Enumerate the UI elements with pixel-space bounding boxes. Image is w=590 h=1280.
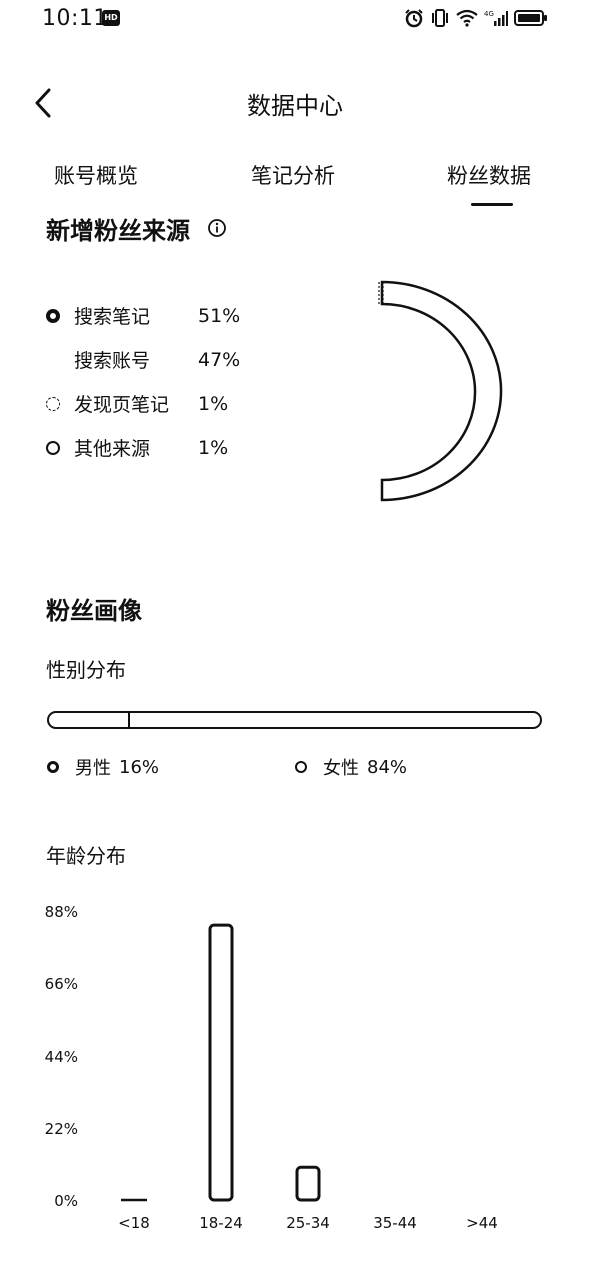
source-name: 搜索笔记 [74, 306, 151, 328]
active-tab-indicator [471, 203, 513, 206]
legend-dot [46, 440, 60, 455]
gender-title: 性别分布 [46, 658, 126, 682]
x-tick-label: 35-44 [373, 1214, 417, 1232]
x-tick-label: >44 [466, 1214, 498, 1232]
source-percent: 51% [198, 304, 241, 327]
gender-percent: 16% [119, 756, 160, 778]
age-bar-1 [208, 923, 234, 1202]
portrait-section-title: 粉丝画像 [46, 597, 142, 625]
source-section-title: 新增粉丝来源 [46, 217, 190, 245]
x-tick-label: 25-34 [286, 1214, 330, 1232]
y-tick-label: 0% [54, 1192, 78, 1210]
chevron-left-icon [35, 88, 51, 118]
legend-dot [46, 353, 60, 367]
source-name: 发现页笔记 [74, 394, 170, 416]
x-tick-label: <18 [118, 1214, 150, 1232]
vibrate-icon [432, 9, 448, 27]
source-donut-chart [378, 280, 503, 502]
hd-badge: HD [102, 10, 120, 26]
legend-dot [47, 761, 59, 773]
back-button[interactable] [30, 86, 60, 120]
gender-label: 女性 [323, 758, 359, 779]
legend-dot [46, 396, 60, 411]
info-icon[interactable] [207, 218, 227, 238]
wifi-icon [456, 9, 478, 27]
age-bar-2 [295, 1165, 321, 1202]
battery-icon [514, 10, 547, 26]
y-tick-label: 22% [44, 1120, 78, 1138]
y-tick-label: 44% [44, 1048, 78, 1066]
x-tick-label: 18-24 [199, 1214, 243, 1232]
age-title: 年龄分布 [46, 844, 126, 868]
tab-account-overview[interactable]: 账号概览 [54, 164, 138, 188]
source-percent: 1% [198, 392, 229, 415]
tab-fan-data[interactable]: 粉丝数据 [447, 164, 531, 188]
legend-dot [46, 308, 60, 323]
signal-icon: 4G [484, 10, 508, 26]
y-tick-label: 66% [44, 975, 78, 993]
gender-percent: 84% [367, 756, 408, 778]
y-tick-label: 88% [44, 903, 78, 921]
source-item-discover-notes: 发现页笔记 1% [46, 390, 228, 417]
source-name: 搜索账号 [74, 350, 151, 372]
gender-legend-male: 男性 16% [47, 754, 159, 780]
source-item-other: 其他来源 1% [46, 434, 228, 461]
status-time: 10:11 [42, 6, 108, 31]
source-percent: 47% [198, 348, 241, 371]
gender-bar [47, 711, 542, 729]
status-icons: 4G [404, 8, 548, 28]
source-item-search-account: 搜索账号 47% [46, 346, 240, 373]
gender-legend-female: 女性 84% [295, 754, 407, 780]
gender-bar-male [49, 713, 130, 727]
donut-ring [380, 280, 503, 502]
source-percent: 1% [198, 436, 229, 459]
page-title: 数据中心 [247, 92, 343, 120]
source-name: 其他来源 [74, 438, 151, 460]
alarm-icon [405, 9, 423, 28]
tab-note-analysis[interactable]: 笔记分析 [251, 164, 335, 188]
source-item-search-notes: 搜索笔记 51% [46, 302, 240, 329]
legend-dot [295, 761, 307, 773]
gender-label: 男性 [75, 758, 111, 779]
svg-text:4G: 4G [484, 10, 494, 18]
